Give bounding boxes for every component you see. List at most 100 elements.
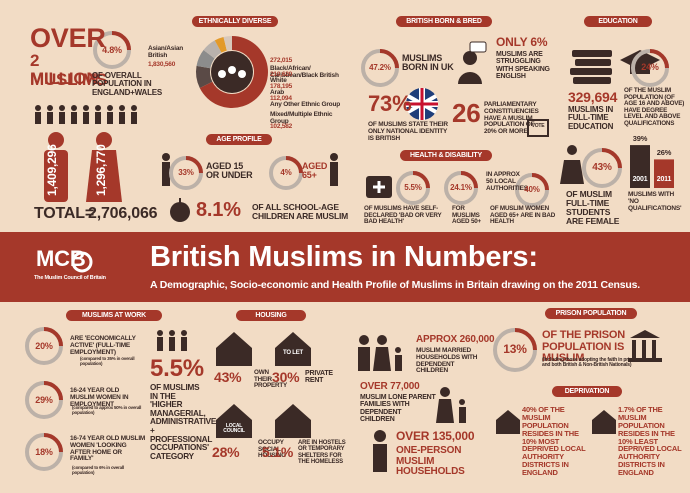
donut-segment [196, 49, 215, 69]
ring-accent [379, 49, 399, 69]
donut-segment [203, 40, 222, 59]
bar [630, 145, 650, 188]
health-women_pct: 40% [524, 185, 540, 194]
ring-accent [531, 173, 549, 191]
work-items-n-note: (compared to 35% in overall population) [80, 356, 135, 366]
education-fulltime: 329,694 [568, 89, 618, 105]
age-title: AGE PROFILE [206, 134, 272, 146]
work-items-n-pct: 20% [35, 341, 53, 351]
british-identity_pct: 73% [368, 91, 412, 116]
deprivation-title: DEPRIVATION [552, 386, 622, 398]
housing-items-n-label: OCCUPY SOCIAL HOUSING [258, 439, 286, 460]
education-degree_label: OF THE MUSLIM POPULATION (OF AGE 16 AND … [624, 87, 685, 128]
age-old_label: AGED 65+ [302, 161, 328, 181]
bar-year: 2001 [632, 176, 648, 183]
age-young_label: AGED 15 OR UNDER [206, 161, 253, 181]
families-married_num: APPROX 260,000 [416, 334, 495, 345]
housing-items-n-pct: 28% [212, 444, 240, 460]
housing-items-n-pct: 30% [272, 369, 300, 385]
ring-accent [43, 433, 63, 453]
housing-tolet: TO LET [282, 350, 304, 356]
education-degree_pct: 24% [641, 62, 659, 72]
people-row [35, 105, 137, 124]
ring-accent [601, 148, 622, 169]
ring-accent [111, 31, 131, 51]
banner [0, 232, 690, 302]
housing-title: HOUSING [236, 310, 306, 322]
logo-mark [71, 251, 93, 273]
group-value: 1,830,560 [148, 61, 176, 68]
bar [654, 159, 674, 188]
female-count: 1,296,770 [94, 144, 108, 196]
british-constituencies: 26 [452, 98, 481, 128]
age-old_pct: 4% [280, 168, 292, 177]
families-married_label: MUSLIM MARRIED HOUSEHOLDS WITH DEPENDENT… [416, 347, 478, 375]
prison-title: PRISON POPULATION [545, 308, 637, 320]
population-pct: 4.8% [102, 45, 122, 55]
population-muslims: MUSLIMS [30, 70, 107, 89]
donut-segment [199, 36, 268, 108]
group-name: Asian/Asian British [148, 45, 184, 59]
health-title: HEALTH & DISABILITY [400, 150, 492, 162]
person-head [218, 70, 226, 78]
work-items-n-pct: 18% [35, 447, 53, 457]
bar-label: 39% [632, 134, 648, 144]
group-value: 272,015 [270, 57, 293, 64]
work-items-n-label: 16-24 YEAR OLD MUSLIM WOMEN IN EMPLOYMEN… [70, 387, 129, 408]
work-items-n-label: 16-74 YEAR OLD MUSLIM WOMEN 'LOOKING AFT… [70, 435, 146, 463]
donut-segment [196, 65, 213, 89]
housing-items-n-pct: 43% [214, 369, 242, 385]
education-female_pct: 43% [592, 162, 612, 173]
work-items-n-note: (compared to 6% in overall population) [72, 465, 125, 475]
population-over: OVER [30, 23, 106, 53]
group-value: 178,195 [270, 83, 293, 90]
male-count: 1,409,296 [45, 144, 59, 196]
health-aged_pct: 24.1% [450, 183, 472, 192]
bar-year: 2011 [656, 176, 672, 183]
british-vote: VOTE [531, 123, 545, 129]
group-name: Black/African/ Caribbean/Black British [270, 65, 339, 79]
group-value: 102,582 [270, 123, 293, 130]
header-subtitle: A Demographic, Socio-economic and Health… [150, 279, 640, 291]
education-fulltime_label: MUSLIMS IN FULL-TIME EDUCATION [568, 105, 614, 131]
population-desc: OF OVERALL POPULATION IN ENGLAND+WALES [92, 71, 163, 97]
ring-accent [649, 49, 669, 69]
prison-note: (Including those adopting the faith in p… [542, 357, 638, 369]
families-single_num: OVER 135,000 [396, 429, 475, 443]
ethnicity-title: ETHNICALLY DIVERSE [192, 16, 278, 28]
prison-pct: 13% [503, 342, 527, 356]
families-lone_label: MUSLIM LONE PARENT FAMILIES WITH DEPENDE… [360, 394, 436, 424]
population-total: 2,706,066 [88, 205, 158, 222]
british-constituencies_label: PARLIAMENTARY CONSTITUENCIES HAVE A MUSL… [484, 101, 539, 136]
work-items-n-pct: 29% [35, 395, 53, 405]
british-title: BRITISH BORN & BRED [396, 16, 492, 28]
donut-segment [223, 36, 232, 51]
families-lone_num: OVER 77,000 [360, 381, 420, 392]
housing-local: LOCAL COUNCIL [223, 423, 245, 435]
population-total_label: TOTAL= [34, 205, 94, 222]
work-items-n-label: ARE 'ECONOMICALLY ACTIVE' (FULL-TIME EMP… [70, 335, 136, 356]
age-school_pct: 8.1% [196, 199, 241, 221]
group-name: Mixed/Multiple Ethnic Group [270, 111, 333, 125]
no-qual-label: MUSLIMS WITH 'NO QUALIFICATIONS' [628, 191, 682, 212]
population-million: 2 MILLION [30, 51, 99, 88]
deprivation-most: 40% OF THE MUSLIM POPULATION RESIDES IN … [522, 405, 586, 477]
health-women_label: OF MUSLIM WOMEN AGED 65+ ARE IN BAD HEAL… [490, 205, 556, 226]
british-born_pct: 47.2% [369, 63, 391, 72]
housing-items-n-label: OWN THEIR PROPERTY [254, 369, 288, 390]
housing-items-n-label: PRIVATE RENT [305, 370, 333, 385]
ring-accent [514, 328, 537, 351]
families-single_label: ONE-PERSON MUSLIM HOUSEHOLDS [396, 445, 465, 477]
deprivation-least: 1.7% OF THE MUSLIM POPULATION RESIDES IN… [618, 405, 682, 477]
group-name: White [270, 77, 287, 84]
header-org: The Muslim Council of Britain [34, 275, 106, 281]
header-title: British Muslims in Numbers: [150, 241, 538, 273]
housing-items-n-pct: 5.1% [262, 444, 294, 460]
education-title: EDUCATION [584, 16, 652, 28]
group-value: 210,620 [270, 71, 293, 78]
group-name: Any Other Ethnic Group [270, 101, 340, 108]
work-title: MUSLIMS AT WORK [66, 310, 162, 322]
work-managerial_label: OF MUSLIMS IN THE 'HIGHER MANAGERIAL, AD… [150, 383, 217, 461]
